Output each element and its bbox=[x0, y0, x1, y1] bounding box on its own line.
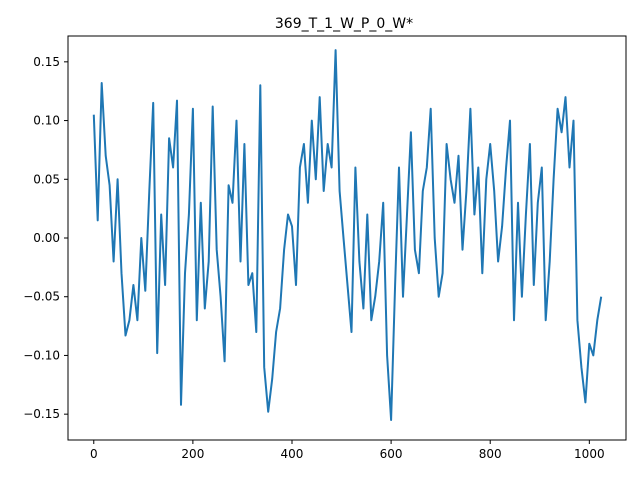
y-tick-label: 0.00 bbox=[33, 231, 60, 245]
plot-area bbox=[92, 49, 603, 421]
chart-title: 369_T_1_W_P_0_W* bbox=[275, 16, 413, 32]
x-axis: 0 200 400 600 800 1000 bbox=[90, 440, 605, 461]
y-axis: −0.15 −0.10 −0.05 0.00 0.05 0.10 0.15 bbox=[23, 55, 68, 421]
plot-frame bbox=[67, 35, 627, 441]
y-tick-label: −0.10 bbox=[23, 348, 60, 362]
x-tick-label: 200 bbox=[181, 447, 204, 461]
x-tick-label: 400 bbox=[281, 447, 304, 461]
x-tick-label: 600 bbox=[380, 447, 403, 461]
y-tick-label: 0.05 bbox=[33, 172, 60, 186]
series-line-0 bbox=[92, 49, 603, 421]
x-tick-label: 1000 bbox=[574, 447, 605, 461]
y-tick-label: −0.15 bbox=[23, 407, 60, 421]
x-tick-label: 800 bbox=[479, 447, 502, 461]
y-tick-label: 0.15 bbox=[33, 55, 60, 69]
y-tick-label: −0.05 bbox=[23, 290, 60, 304]
y-tick-label: 0.10 bbox=[33, 114, 60, 128]
x-tick-label: 0 bbox=[90, 447, 98, 461]
